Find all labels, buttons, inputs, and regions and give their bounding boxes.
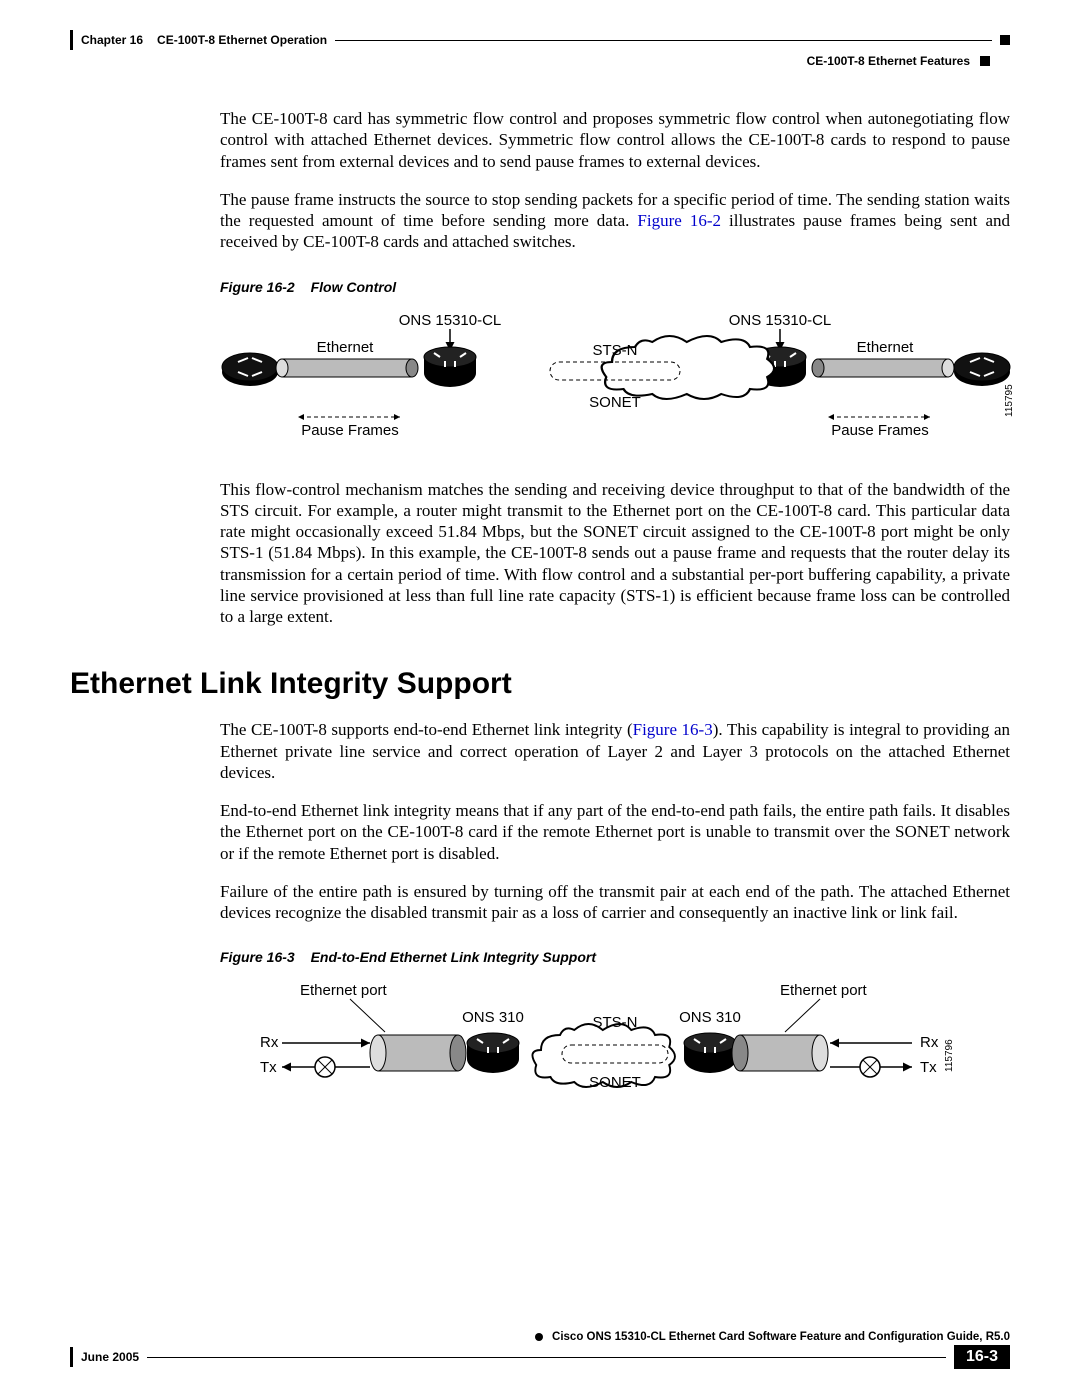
header-rule: [335, 40, 992, 41]
footer-guide-title: Cisco ONS 15310-CL Ethernet Card Softwar…: [552, 1331, 1010, 1343]
label: Tx: [920, 1059, 937, 1076]
paragraph: The CE-100T-8 supports end-to-end Ethern…: [220, 719, 1010, 783]
section-heading: Ethernet Link Integrity Support: [70, 667, 1010, 701]
label: Ethernet: [317, 339, 375, 356]
footer-date: June 2005: [81, 1350, 139, 1364]
label: ONS 15310-CL: [729, 312, 832, 329]
figure-number: Figure 16-2: [220, 279, 295, 295]
label: SONET: [589, 394, 641, 411]
label: STS-N: [593, 1014, 638, 1031]
figure-caption: Figure 16-3 End-to-End Ethernet Link Int…: [220, 949, 1010, 965]
link-integrity-diagram: Ethernet port Ethernet port Rx Tx ONS 31…: [220, 977, 1020, 1117]
figure-title: Flow Control: [311, 279, 397, 295]
label: Pause Frames: [301, 422, 399, 439]
paragraph: The CE-100T-8 card has symmetric flow co…: [220, 108, 1010, 172]
label: Rx: [260, 1034, 279, 1051]
flow-control-diagram: Ethernet ONS 15310-CL ONS 15310-CL STS-N…: [220, 307, 1020, 457]
figure-title: End-to-End Ethernet Link Integrity Suppo…: [311, 949, 596, 965]
paragraph: End-to-end Ethernet link integrity means…: [220, 800, 1010, 864]
figure-caption: Figure 16-2 Flow Control: [220, 279, 1010, 295]
page-number: 16-3: [954, 1345, 1010, 1369]
chapter-title: CE-100T-8 Ethernet Operation: [157, 33, 327, 47]
paragraph: Failure of the entire path is ensured by…: [220, 881, 1010, 924]
label: Pause Frames: [831, 422, 929, 439]
paragraph: This flow-control mechanism matches the …: [220, 479, 1010, 628]
label: Ethernet: [857, 339, 915, 356]
text: The CE-100T-8 supports end-to-end Ethern…: [220, 720, 633, 739]
figure-16-2: Ethernet ONS 15310-CL ONS 15310-CL STS-N…: [220, 307, 1010, 462]
footer-rule: [147, 1357, 946, 1358]
label: Tx: [260, 1059, 277, 1076]
figure-id: 115795: [1004, 383, 1015, 416]
section-square-icon: [980, 56, 990, 66]
header-square-icon: [1000, 35, 1010, 45]
figure-link[interactable]: Figure 16-3: [633, 720, 713, 739]
page: Chapter 16 CE-100T-8 Ethernet Operation …: [0, 0, 1080, 1397]
label: STS-N: [593, 342, 638, 359]
chapter-label: Chapter 16: [81, 33, 143, 47]
paragraph: The pause frame instructs the source to …: [220, 189, 1010, 253]
figure-16-3: Ethernet port Ethernet port Rx Tx ONS 31…: [220, 977, 1010, 1122]
label: ONS 310: [462, 1009, 524, 1026]
label: Ethernet port: [780, 982, 868, 999]
footer-dot-icon: [535, 1333, 543, 1341]
footer-bar-icon: [70, 1347, 73, 1367]
figure-number: Figure 16-3: [220, 949, 295, 965]
label: ONS 15310-CL: [399, 312, 502, 329]
figure-id: 115796: [944, 1039, 955, 1072]
label: SONET: [589, 1074, 641, 1091]
header-bar-icon: [70, 30, 73, 50]
label: ONS 310: [679, 1009, 741, 1026]
figure-link[interactable]: Figure 16-2: [637, 211, 721, 230]
label: Rx: [920, 1034, 939, 1051]
page-footer: Cisco ONS 15310-CL Ethernet Card Softwar…: [70, 1331, 1010, 1369]
section-title: CE-100T-8 Ethernet Features: [807, 54, 970, 68]
section-header: CE-100T-8 Ethernet Features: [70, 54, 1010, 68]
page-header: Chapter 16 CE-100T-8 Ethernet Operation: [70, 30, 1010, 50]
label: Ethernet port: [300, 982, 388, 999]
